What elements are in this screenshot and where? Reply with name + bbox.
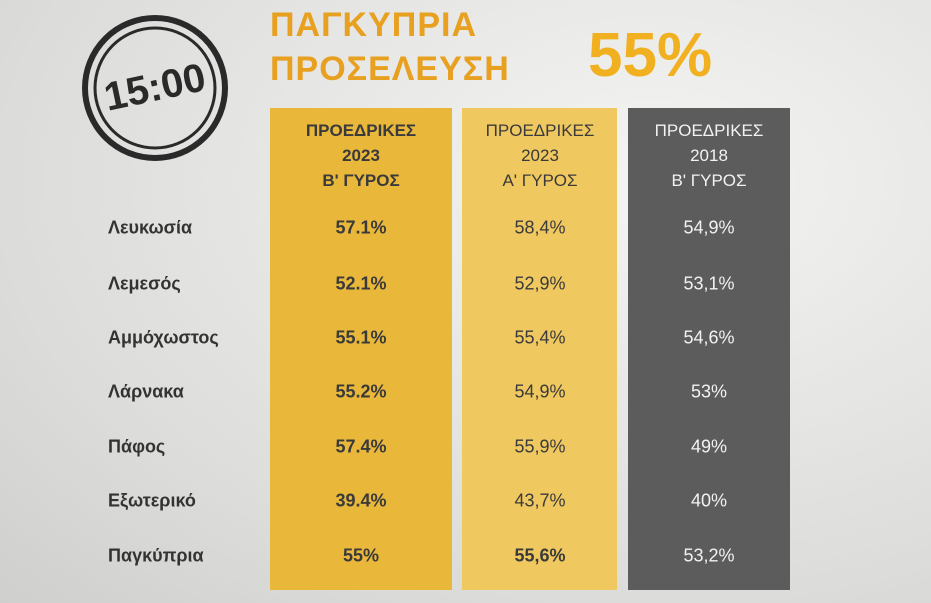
- cell-value: 53%: [690, 381, 728, 402]
- column-header: ΠΡΟΕΔΡΙΚΕΣ: [654, 121, 764, 140]
- cell-value: 54,9%: [514, 381, 566, 402]
- row-label: Λευκωσία: [108, 217, 193, 238]
- column-header: 2023: [521, 146, 559, 165]
- row-label: Εξωτερικό: [108, 490, 196, 511]
- cell-value: 55.1%: [335, 327, 387, 348]
- stamp-text: 15:00: [100, 55, 209, 119]
- column-header: ΠΡΟΕΔΡΙΚΕΣ: [305, 121, 417, 140]
- column-header: 2018: [690, 146, 728, 165]
- column-header: ΠΡΟΕΔΡΙΚΕΣ: [485, 121, 595, 140]
- cell-value: 40%: [690, 490, 728, 511]
- headline: 55%: [588, 21, 713, 90]
- cell-value: 52.1%: [335, 273, 387, 294]
- cell-value: 57.4%: [335, 436, 387, 457]
- cell-value: 55,4%: [514, 327, 566, 348]
- row-label: Λάρνακα: [108, 381, 184, 402]
- cell-value: 55.2%: [335, 381, 387, 402]
- cell-value: 54,6%: [683, 327, 735, 348]
- cell-value: 55,6%: [514, 545, 566, 566]
- cell-value: 43,7%: [514, 490, 566, 511]
- column-bg: [628, 108, 790, 590]
- cell-value: 58,4%: [514, 217, 566, 238]
- row-label: Αμμόχωστος: [108, 327, 219, 348]
- row-label: Παγκύπρια: [108, 545, 204, 566]
- cell-value: 54,9%: [683, 217, 735, 238]
- row-label: Πάφος: [108, 436, 166, 457]
- cell-value: 53,1%: [683, 273, 735, 294]
- title-line: ΠΡΟΣΕΛΕΥΣΗ: [270, 50, 510, 88]
- title-line: ΠΑΓΚΥΠΡΙΑ: [270, 6, 478, 44]
- row-label: Λεμεσός: [108, 273, 181, 294]
- column-header: Β' ΓΥΡΟΣ: [322, 171, 400, 190]
- column-header: 2023: [342, 146, 380, 165]
- column-bg: [270, 108, 452, 590]
- column-header: Β' ΓΥΡΟΣ: [671, 171, 747, 190]
- cell-value: 49%: [690, 436, 728, 457]
- cell-value: 55%: [342, 545, 380, 566]
- cell-value: 53,2%: [683, 545, 735, 566]
- cell-value: 55,9%: [514, 436, 566, 457]
- cell-value: 39.4%: [335, 490, 387, 511]
- column-bg: [462, 108, 617, 590]
- stamp: 15:00: [82, 15, 228, 161]
- column-header: Α' ΓΥΡΟΣ: [502, 171, 578, 190]
- cell-value: 57.1%: [335, 217, 387, 238]
- cell-value: 52,9%: [514, 273, 566, 294]
